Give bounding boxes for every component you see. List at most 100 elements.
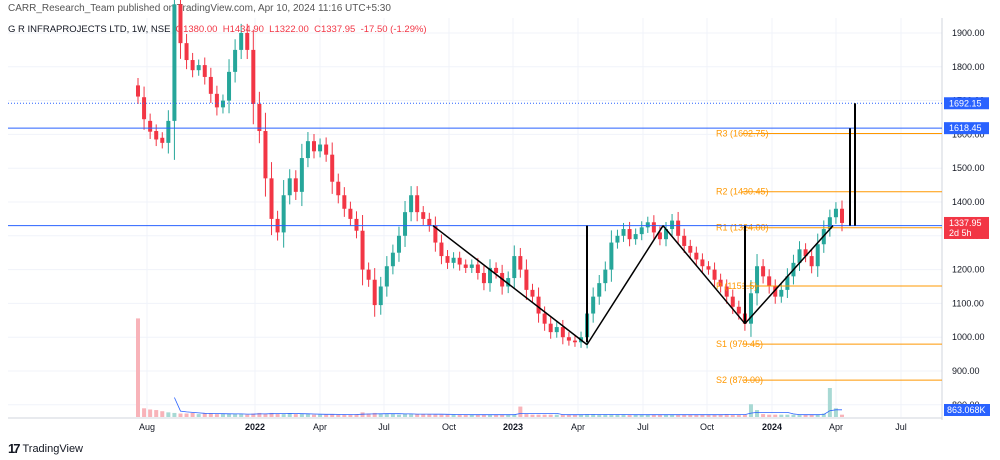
volume-bar xyxy=(415,414,420,417)
volume-bar xyxy=(348,414,353,417)
volume-bar xyxy=(518,406,523,417)
candle-down xyxy=(682,235,687,246)
tradingview-icon: 17 xyxy=(8,441,21,456)
x-tick-label: Apr xyxy=(571,422,585,432)
candle-down xyxy=(336,181,341,196)
candle-up xyxy=(779,289,784,297)
candle-up xyxy=(797,249,802,263)
candle-up xyxy=(603,269,608,284)
volume-bar xyxy=(676,414,681,417)
volume-bar xyxy=(475,414,480,417)
tradingview-brand: TradingView xyxy=(22,442,84,455)
volume-bar xyxy=(233,414,238,417)
volume-bar xyxy=(597,414,602,417)
volume-bar xyxy=(178,413,183,417)
candle-up xyxy=(639,227,644,235)
volume-bar xyxy=(184,413,189,417)
candle-down xyxy=(481,272,486,284)
candle-up xyxy=(621,229,626,236)
x-tick-label: Apr xyxy=(313,422,327,432)
candle-up xyxy=(670,220,675,230)
candle-down xyxy=(439,242,444,257)
volume-bar xyxy=(712,414,717,417)
price-line-tag-label: 1692.15 xyxy=(949,98,982,108)
volume-bar xyxy=(694,414,699,417)
pivot-level-label: R3 (1602.75) xyxy=(716,128,769,138)
volume-bar xyxy=(275,413,280,417)
volume-bar xyxy=(287,413,292,417)
y-tick-label: 1800.00 xyxy=(952,62,985,72)
volume-bar xyxy=(227,414,232,417)
candle-down xyxy=(360,230,365,270)
volume-bar xyxy=(421,414,426,417)
candle-down xyxy=(560,327,565,338)
volume-bar xyxy=(833,408,838,417)
volume-bar xyxy=(257,412,262,417)
candle-up xyxy=(220,100,225,108)
volume-bar xyxy=(524,414,529,417)
plot-area xyxy=(8,18,942,417)
volume-bar xyxy=(384,414,389,417)
volume-bar xyxy=(572,414,577,417)
volume-bar xyxy=(378,414,383,417)
candle-down xyxy=(178,4,183,44)
volume-bar xyxy=(299,414,304,417)
candle-down xyxy=(148,120,153,132)
volume-bar xyxy=(779,414,784,417)
volume-bar xyxy=(409,414,414,417)
volume-bar xyxy=(821,413,826,417)
candle-down xyxy=(736,306,741,314)
candle-down xyxy=(548,323,553,333)
candle-down xyxy=(214,93,219,108)
volume-bar xyxy=(457,414,462,417)
candle-up xyxy=(506,278,511,287)
volume-bar xyxy=(354,414,359,417)
candle-down xyxy=(627,229,632,240)
volume-bar xyxy=(445,414,450,417)
volume-bar xyxy=(136,318,140,417)
volume-tag xyxy=(944,404,990,416)
volume-bar xyxy=(579,414,584,417)
volume-bar xyxy=(269,412,274,417)
volume-bar xyxy=(724,414,729,417)
candle-down xyxy=(427,218,432,226)
candle-up xyxy=(390,252,395,267)
candle-up xyxy=(451,257,456,263)
candle-down xyxy=(700,259,705,267)
volume-bar xyxy=(554,414,559,417)
candle-up xyxy=(591,296,596,314)
candle-up xyxy=(664,229,668,240)
candle-up xyxy=(615,235,620,243)
volume-bar xyxy=(148,409,153,417)
x-tick-label: Jul xyxy=(895,422,907,432)
volume-bar xyxy=(560,414,565,417)
candle-down xyxy=(494,267,499,273)
candle-down xyxy=(688,245,693,253)
volume-bar xyxy=(609,414,614,417)
volume-bar xyxy=(318,414,323,417)
volume-bar xyxy=(208,413,213,417)
volume-bar xyxy=(463,414,468,417)
candle-up xyxy=(554,327,559,333)
candle-down xyxy=(251,49,256,104)
volume-bar xyxy=(360,412,365,417)
volume-bar xyxy=(172,412,177,417)
volume-bar xyxy=(488,414,492,417)
volume-bar xyxy=(500,414,505,417)
candle-up xyxy=(403,212,408,236)
candle-down xyxy=(263,131,268,179)
price-line-tag xyxy=(944,122,989,135)
candle-up xyxy=(287,178,292,196)
last-price-label: 1337.95 xyxy=(949,218,982,228)
y-tick-label: 1100.00 xyxy=(952,298,984,308)
candle-down xyxy=(208,76,213,94)
volume-bar xyxy=(330,414,335,417)
candle-up xyxy=(633,234,638,240)
volume-bar xyxy=(827,388,832,417)
y-tick-label: 1900.00 xyxy=(952,28,985,38)
x-tick-label: Aug xyxy=(139,422,155,432)
volume-bar xyxy=(767,414,772,417)
candle-down xyxy=(572,340,577,343)
volume-bar xyxy=(439,414,444,417)
